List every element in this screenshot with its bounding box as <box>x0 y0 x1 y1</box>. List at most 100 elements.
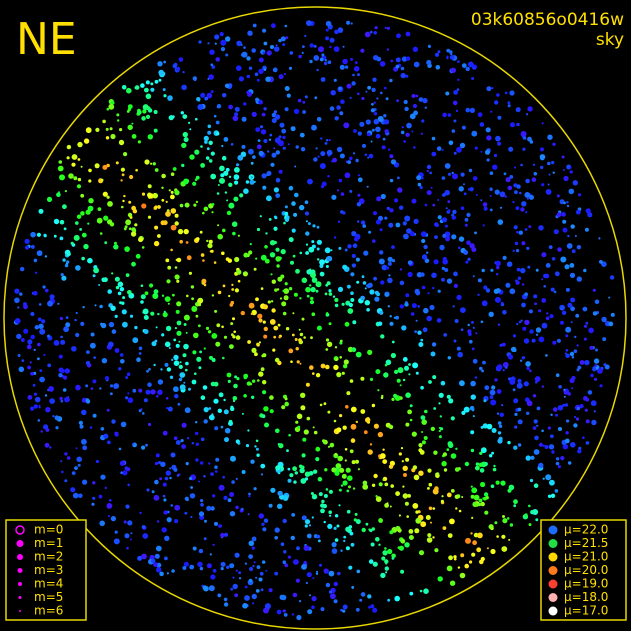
star <box>92 413 97 418</box>
star <box>236 65 242 71</box>
star <box>39 376 45 383</box>
star <box>421 440 426 445</box>
star <box>144 87 149 93</box>
star <box>516 184 521 189</box>
star <box>134 223 138 227</box>
star <box>275 428 280 434</box>
star <box>474 231 477 235</box>
star <box>214 34 220 40</box>
star <box>154 339 158 343</box>
star <box>590 373 594 378</box>
star <box>355 351 362 358</box>
star <box>521 201 527 207</box>
star <box>420 231 427 238</box>
star <box>388 274 391 277</box>
star <box>432 203 436 207</box>
star <box>469 187 474 192</box>
star <box>205 326 210 330</box>
star <box>249 382 253 386</box>
star <box>471 552 476 557</box>
star <box>164 476 169 481</box>
star <box>213 114 217 118</box>
star <box>135 253 141 259</box>
star <box>389 505 392 508</box>
star <box>526 366 530 371</box>
star <box>293 559 299 565</box>
star <box>273 325 279 331</box>
star <box>401 325 407 331</box>
star <box>453 90 458 95</box>
star <box>81 256 85 261</box>
star <box>531 338 536 343</box>
star <box>315 373 321 378</box>
star <box>451 129 456 133</box>
star <box>210 506 215 511</box>
star <box>528 504 531 508</box>
star <box>165 325 172 332</box>
star <box>295 268 300 274</box>
star <box>274 357 280 363</box>
star <box>394 198 399 203</box>
star <box>233 383 238 389</box>
star <box>236 377 240 381</box>
star <box>122 470 128 476</box>
star <box>423 307 429 314</box>
star <box>80 211 85 216</box>
star <box>593 358 600 364</box>
star <box>299 600 302 603</box>
star <box>209 355 213 360</box>
star <box>343 364 348 369</box>
star <box>554 271 560 277</box>
star <box>364 300 370 306</box>
star <box>402 378 406 382</box>
star <box>64 452 68 456</box>
star <box>604 364 610 370</box>
star <box>452 305 455 308</box>
star <box>556 338 562 343</box>
star <box>350 22 353 25</box>
star <box>526 113 529 116</box>
star <box>275 193 281 199</box>
star <box>457 566 461 569</box>
star <box>424 203 428 207</box>
star <box>458 186 464 192</box>
star <box>576 245 582 250</box>
star <box>315 147 318 150</box>
star <box>269 395 274 400</box>
star <box>173 386 179 393</box>
star <box>354 129 357 132</box>
star <box>139 511 142 515</box>
star <box>152 162 156 166</box>
star <box>326 255 333 262</box>
star <box>378 258 385 265</box>
star <box>36 232 42 237</box>
star <box>214 470 218 473</box>
star <box>38 208 44 214</box>
star <box>65 316 69 319</box>
star <box>284 211 289 216</box>
magnitude-label: m=2 <box>34 550 63 564</box>
star <box>407 271 413 278</box>
star <box>403 99 408 105</box>
star <box>258 341 261 344</box>
star <box>500 301 504 305</box>
star <box>189 154 195 160</box>
star <box>268 218 272 221</box>
star <box>399 280 405 286</box>
star <box>377 389 380 392</box>
star <box>405 132 410 137</box>
star <box>314 96 318 100</box>
star <box>466 240 471 245</box>
star <box>309 43 314 48</box>
star <box>535 380 538 384</box>
star <box>334 452 338 456</box>
star <box>166 572 169 575</box>
star <box>475 193 478 196</box>
star <box>415 319 418 322</box>
star <box>125 396 129 400</box>
star <box>140 300 144 304</box>
star <box>563 175 569 182</box>
star <box>547 426 551 430</box>
star <box>170 190 174 194</box>
star <box>533 449 540 455</box>
